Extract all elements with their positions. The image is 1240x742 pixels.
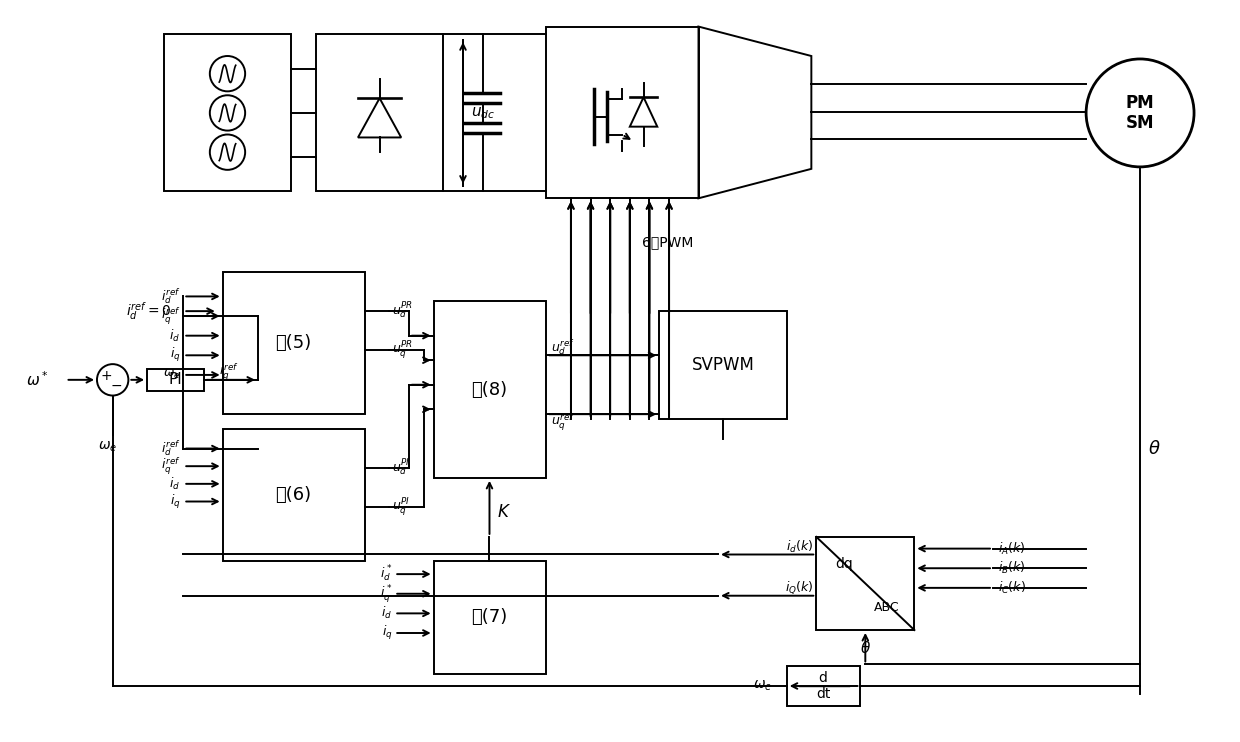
Text: $u_q^{ref}$: $u_q^{ref}$	[552, 411, 575, 433]
Text: $i_q^*$: $i_q^*$	[379, 582, 392, 605]
Text: SVPWM: SVPWM	[692, 356, 754, 374]
Text: 式(7): 式(7)	[471, 608, 507, 626]
Text: $u_d^{ref}$: $u_d^{ref}$	[552, 338, 575, 357]
Text: $u_q^{PR}$: $u_q^{PR}$	[392, 339, 413, 361]
Text: PI: PI	[169, 372, 182, 387]
Text: $i_d^*$: $i_d^*$	[379, 564, 392, 584]
Text: dq: dq	[835, 557, 853, 571]
Text: $i_B(k)$: $i_B(k)$	[998, 560, 1025, 577]
Text: $\omega^*$: $\omega^*$	[26, 370, 48, 390]
Text: $i_d(k)$: $i_d(k)$	[786, 539, 813, 555]
Text: dt: dt	[816, 687, 831, 701]
Bar	[660, 311, 787, 419]
Text: ABC: ABC	[874, 601, 900, 614]
Bar	[164, 34, 291, 191]
Text: $i_d$: $i_d$	[170, 476, 180, 492]
Bar	[547, 27, 698, 198]
Text: 式(8): 式(8)	[471, 381, 507, 398]
Text: $\omega_e$: $\omega_e$	[162, 368, 180, 381]
Bar	[434, 562, 547, 674]
Text: $i_A(k)$: $i_A(k)$	[998, 541, 1025, 556]
Text: K: K	[497, 503, 508, 522]
Text: $i_q^{ref}$: $i_q^{ref}$	[161, 306, 180, 326]
Text: $i_q^{ref}$: $i_q^{ref}$	[218, 361, 238, 383]
Text: −: −	[110, 378, 123, 393]
Text: $\omega_e$: $\omega_e$	[98, 439, 118, 454]
Text: $i_d^{ref}=0$: $i_d^{ref}=0$	[126, 301, 172, 322]
Bar	[148, 369, 203, 390]
Text: $i_q$: $i_q$	[170, 493, 180, 510]
Text: $i_q^{ref}$: $i_q^{ref}$	[161, 456, 180, 477]
Text: $u_d^{PR}$: $u_d^{PR}$	[392, 301, 413, 321]
Bar	[223, 429, 365, 562]
Text: SM: SM	[1126, 114, 1154, 132]
Text: $\theta$: $\theta$	[859, 640, 870, 656]
Bar	[434, 301, 547, 478]
Text: 式(5): 式(5)	[275, 334, 311, 352]
Text: $u_{dc}$: $u_{dc}$	[471, 105, 495, 121]
Text: $i_C(k)$: $i_C(k)$	[998, 580, 1025, 596]
Text: 式(6): 式(6)	[275, 486, 311, 504]
Text: d: d	[818, 672, 827, 685]
Text: $i_d$: $i_d$	[381, 605, 392, 622]
Bar	[316, 34, 444, 191]
Text: $i_q$: $i_q$	[170, 347, 180, 364]
Text: 6路PWM: 6路PWM	[641, 235, 693, 249]
Text: +: +	[100, 369, 113, 383]
Text: $u_q^{PI}$: $u_q^{PI}$	[392, 496, 410, 519]
Bar	[816, 536, 914, 630]
Text: $u_d^{PI}$: $u_d^{PI}$	[392, 458, 410, 479]
Text: PM: PM	[1126, 94, 1154, 112]
Text: $i_d^{ref}$: $i_d^{ref}$	[161, 286, 180, 306]
Text: $\omega_e$: $\omega_e$	[753, 679, 773, 693]
Bar	[787, 666, 861, 706]
Text: $i_d$: $i_d$	[170, 328, 180, 344]
Text: $i_Q(k)$: $i_Q(k)$	[785, 580, 813, 597]
Text: $\theta$: $\theta$	[1148, 439, 1161, 458]
Text: $i_d^{ref}$: $i_d^{ref}$	[161, 439, 180, 459]
Bar	[223, 272, 365, 414]
Text: $i_q$: $i_q$	[382, 624, 392, 642]
